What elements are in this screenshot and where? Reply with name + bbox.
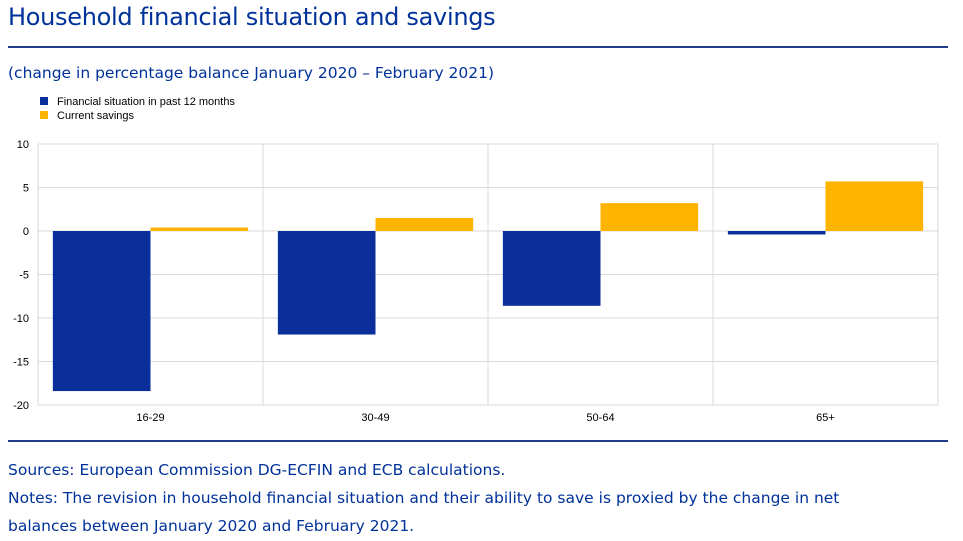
bar-current-savings-30-49 xyxy=(375,217,474,231)
bar-financial-situation-50-64 xyxy=(502,231,601,306)
footer-divider xyxy=(8,440,948,442)
y-tick-label: -10 xyxy=(13,313,29,325)
y-tick-label: -20 xyxy=(13,400,29,412)
legend-swatch-2 xyxy=(40,111,48,119)
bar-chart: Financial situation in past 12 months Cur… xyxy=(13,96,939,424)
legend-swatch-1 xyxy=(40,97,48,105)
notes-text-line-2: balances between January 2020 and Februa… xyxy=(8,517,415,535)
chart-bars xyxy=(52,181,924,392)
x-axis: 16-29 30-49 50-64 65+ xyxy=(136,412,834,424)
y-tick-label: -15 xyxy=(13,357,29,369)
legend-label-2: Current savings xyxy=(57,110,135,122)
bar-financial-situation-65+ xyxy=(727,231,826,235)
x-tick-label: 30-49 xyxy=(361,412,389,424)
chart-subtitle: (change in percentage balance January 20… xyxy=(8,64,495,82)
x-tick-label: 16-29 xyxy=(136,412,164,424)
bar-current-savings-50-64 xyxy=(600,203,699,231)
bar-financial-situation-30-49 xyxy=(277,231,376,335)
title-divider xyxy=(8,46,948,48)
chart-legend: Financial situation in past 12 months Cur… xyxy=(40,96,235,122)
y-axis: 10 5 0 -5 -10 -15 -20 xyxy=(13,139,29,412)
x-tick-label: 65+ xyxy=(816,412,835,424)
sources-text: Sources: European Commission DG-ECFIN an… xyxy=(8,461,506,479)
y-tick-label: -5 xyxy=(19,270,29,282)
bar-financial-situation-16-29 xyxy=(52,231,151,392)
bar-current-savings-65+ xyxy=(825,181,924,231)
x-tick-label: 50-64 xyxy=(586,412,614,424)
legend-label-1: Financial situation in past 12 months xyxy=(57,96,235,108)
y-tick-label: 0 xyxy=(23,226,29,238)
bar-current-savings-16-29 xyxy=(150,227,249,231)
chart-notes: Sources: European Commission DG-ECFIN an… xyxy=(8,456,953,540)
y-tick-label: 5 xyxy=(23,183,29,195)
page-title: Household financial situation and saving… xyxy=(8,3,496,31)
notes-text-line-1: Notes: The revision in household financi… xyxy=(8,489,840,507)
y-tick-label: 10 xyxy=(17,139,29,151)
chart-grid xyxy=(37,143,939,406)
